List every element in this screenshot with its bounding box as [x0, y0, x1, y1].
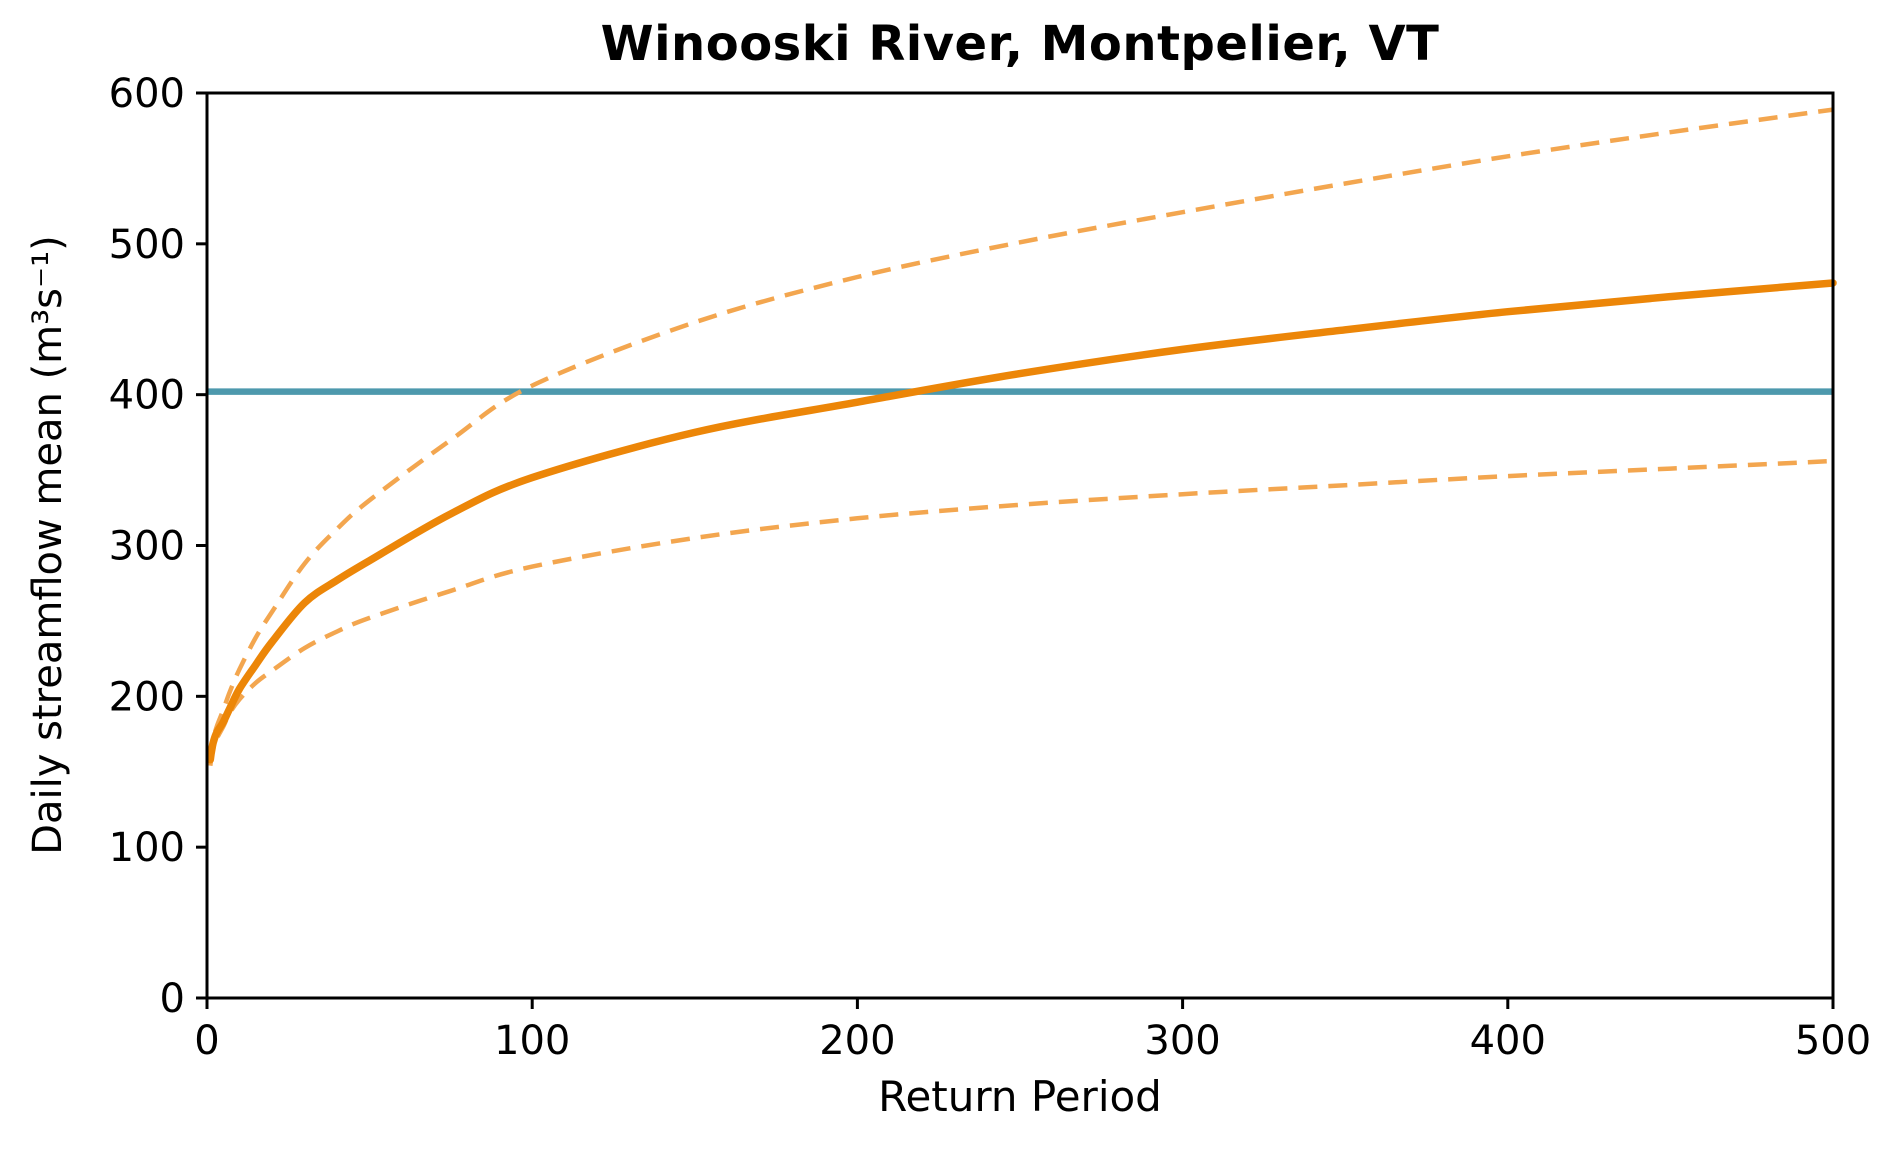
y-tick-label: 200	[109, 674, 185, 720]
y-tick-label: 300	[109, 524, 185, 570]
y-tick-label: 400	[109, 373, 185, 419]
axes-spines	[205, 91, 1835, 1000]
y-tick-label: 600	[109, 71, 185, 117]
x-tick-label: 500	[1795, 1018, 1871, 1064]
x-tick-label: 400	[1470, 1018, 1546, 1064]
series-upper-confidence-bound	[208, 107, 1834, 762]
y-tick-label: 0	[160, 976, 185, 1022]
y-tick-label: 100	[109, 825, 185, 871]
series-return-level-mean	[206, 279, 1837, 764]
chart-title: Winooski River, Montpelier, VT	[600, 16, 1440, 72]
series-lower-confidence-bound	[208, 458, 1834, 766]
x-axis-label: Return Period	[878, 1072, 1162, 1121]
x-tick-label: 100	[494, 1018, 570, 1064]
y-tick-label: 500	[109, 222, 185, 268]
x-tick-label: 0	[194, 1018, 219, 1064]
x-tick-label: 200	[819, 1018, 895, 1064]
x-tick-label: 300	[1144, 1018, 1220, 1064]
